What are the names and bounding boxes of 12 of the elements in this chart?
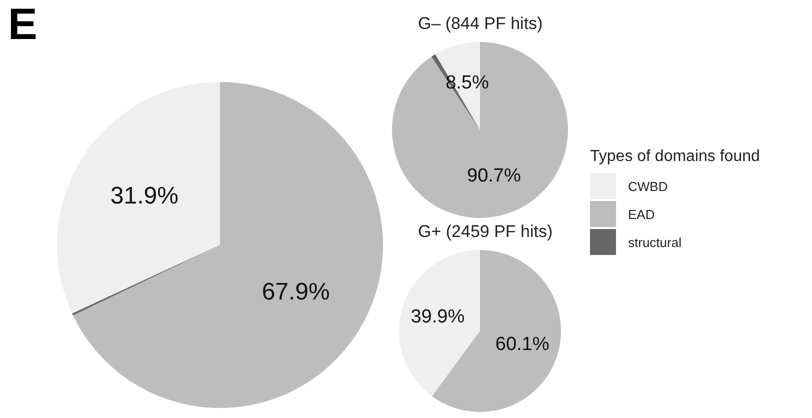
text: E	[8, 0, 38, 50]
legend-label: EAD	[628, 206, 655, 222]
data-label: 90.7%	[467, 166, 521, 187]
chart-title: G+ (2459 PF hits)	[418, 222, 553, 242]
chart-title: G– (844 PF hits)	[418, 14, 543, 34]
data-label: 39.9%	[410, 306, 465, 328]
legend-label: structural	[628, 234, 682, 250]
data-label: 60.1%	[495, 334, 550, 356]
data-label: 31.9%	[110, 182, 178, 210]
legend-label: CWBD	[628, 178, 668, 194]
data-label: 67.9%	[262, 278, 330, 306]
legend-title: Types of domains found	[590, 148, 760, 166]
